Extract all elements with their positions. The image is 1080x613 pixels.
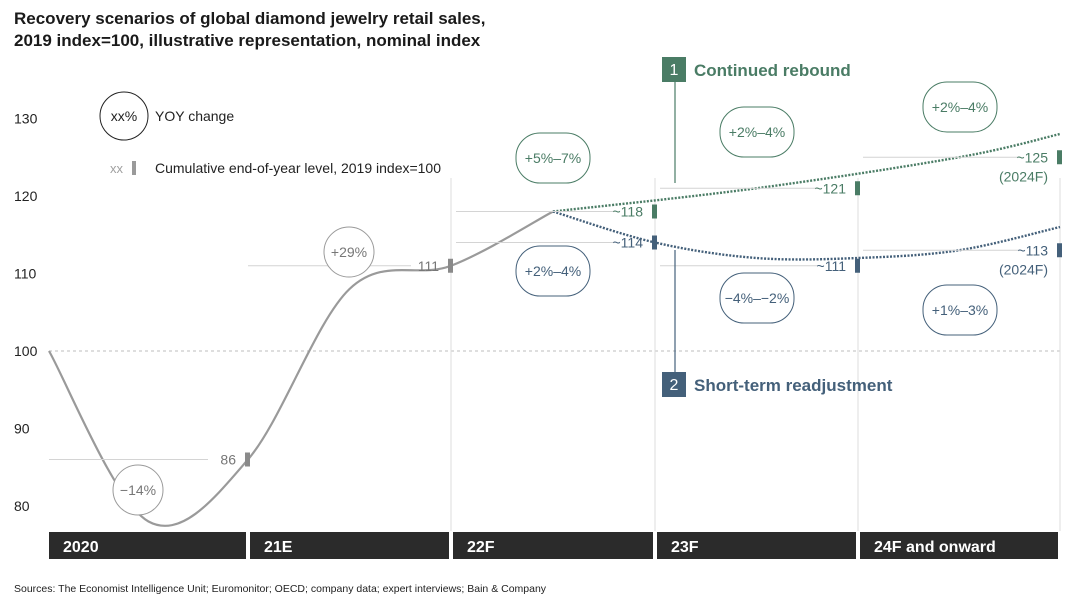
level-marker <box>855 258 860 273</box>
legend-level-symbol: xx <box>110 161 124 176</box>
yoy-bubble <box>719 272 795 324</box>
level-label: 111 <box>418 258 439 274</box>
period-bar <box>453 532 653 559</box>
level-sublabel: (2024F) <box>999 168 1048 184</box>
yoy-bubble <box>112 464 164 516</box>
chart-title: Recovery scenarios of global diamond jew… <box>14 8 714 52</box>
period-label: 22F <box>467 539 495 556</box>
yoy-label: +1%–3% <box>932 302 988 318</box>
y-tick-label: 130 <box>14 111 38 127</box>
level-marker <box>855 181 860 196</box>
yoy-label: −4%–−2% <box>725 290 790 306</box>
level-label: ~113 <box>1018 242 1049 258</box>
yoy-label: +2%–4% <box>729 124 785 140</box>
yoy-label: +5%–7% <box>525 150 581 166</box>
level-marker <box>245 452 250 467</box>
chart-title-line-1: Recovery scenarios of global diamond jew… <box>14 9 486 28</box>
yoy-bubble <box>323 226 375 278</box>
legend-level-label: Cumulative end-of-year level, 2019 index… <box>155 160 441 176</box>
period-bar <box>860 532 1058 559</box>
period-label: 24F and onward <box>874 539 996 556</box>
scenario-name: Continued rebound <box>694 61 851 80</box>
continued-rebound-line <box>552 132 1061 213</box>
period-label: 21E <box>264 539 293 556</box>
actual-series-line <box>48 210 554 527</box>
level-marker <box>1057 150 1062 165</box>
yoy-label: +29% <box>331 244 367 260</box>
scenario-name: Short-term readjustment <box>694 376 893 395</box>
level-marker <box>652 204 657 219</box>
y-tick-label: 90 <box>14 421 30 437</box>
yoy-label: +2%–4% <box>525 263 581 279</box>
period-bar <box>49 532 246 559</box>
yoy-bubble <box>922 81 998 133</box>
scenario-number: 1 <box>670 62 679 79</box>
yoy-bubble <box>515 132 591 184</box>
level-marker <box>652 235 657 250</box>
scenario-number: 2 <box>670 377 679 394</box>
legend-yoy-symbol: xx% <box>111 108 137 124</box>
level-label: ~118 <box>613 204 644 220</box>
level-marker <box>1057 243 1062 258</box>
y-tick-label: 110 <box>14 266 37 282</box>
legend-level-marker <box>132 161 136 175</box>
y-tick-label: 100 <box>14 343 38 359</box>
short-term-readjustment-line <box>552 210 1061 261</box>
period-bar <box>657 532 856 559</box>
y-tick-label: 120 <box>14 188 38 204</box>
period-bar <box>250 532 449 559</box>
legend-yoy-label: YOY change <box>155 108 234 124</box>
period-label: 23F <box>671 539 699 556</box>
level-marker <box>448 258 453 273</box>
yoy-bubble <box>515 245 591 297</box>
legend-yoy-circle <box>99 91 149 141</box>
level-label: ~111 <box>817 258 847 274</box>
chart-title-line-2: 2019 index=100, illustrative representat… <box>14 31 481 50</box>
level-label: ~125 <box>1016 149 1048 165</box>
yoy-label: +2%–4% <box>932 99 988 115</box>
period-label: 2020 <box>63 539 99 556</box>
scenario-number-box <box>662 57 686 82</box>
level-sublabel: (2024F) <box>999 261 1048 277</box>
source-note: Sources: The Economist Intelligence Unit… <box>14 583 547 595</box>
yoy-bubble <box>922 284 998 336</box>
yoy-bubble <box>719 106 795 158</box>
yoy-label: −14% <box>120 482 156 498</box>
level-label: 86 <box>220 452 236 468</box>
level-label: ~114 <box>613 235 644 251</box>
y-tick-label: 80 <box>14 498 30 514</box>
level-label: ~121 <box>814 180 846 196</box>
scenario-number-box <box>662 372 686 397</box>
